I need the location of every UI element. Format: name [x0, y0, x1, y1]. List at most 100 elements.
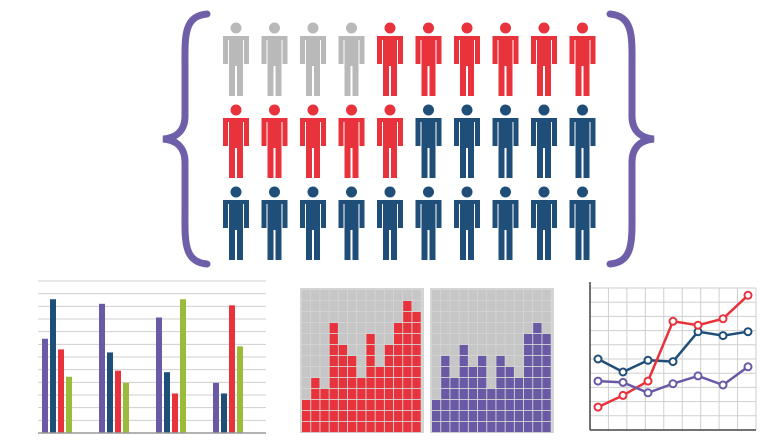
line-point: [668, 379, 678, 389]
waffle-cell-filled: [384, 367, 394, 378]
waffle-cell-filled: [348, 422, 357, 433]
waffle-cell-empty: [375, 356, 384, 367]
waffle-cell-empty: [338, 334, 348, 345]
line-series: [597, 294, 749, 409]
waffle-cell-filled: [412, 389, 421, 400]
person-icon: [531, 22, 557, 96]
bar: [237, 346, 243, 433]
waffle-cell-empty: [432, 367, 441, 378]
waffle-cell-filled: [542, 345, 551, 356]
bar: [229, 305, 235, 433]
waffle-cell-empty: [384, 334, 394, 345]
waffle-cell-empty: [348, 334, 357, 345]
waffle-cell-filled: [478, 367, 487, 378]
waffle-cell-empty: [329, 290, 338, 301]
waffle-cell-empty: [338, 290, 348, 301]
waffle-cell-empty: [533, 301, 542, 312]
waffle-cell-filled: [505, 367, 514, 378]
waffle-cell-filled: [524, 400, 533, 411]
waffle-cell-empty: [514, 323, 524, 334]
bar: [164, 372, 170, 433]
waffle-cell-filled: [432, 400, 441, 411]
waffle-cell-filled: [468, 411, 478, 422]
waffle-cell-empty: [348, 323, 357, 334]
waffle-cell-empty: [487, 290, 496, 301]
waffle-cell-empty: [533, 290, 542, 301]
waffle-cell-empty: [450, 290, 459, 301]
waffle-cell-empty: [311, 356, 320, 367]
waffle-cell-empty: [505, 356, 514, 367]
waffle-cell-empty: [366, 290, 375, 301]
waffle-cell-filled: [459, 422, 468, 433]
waffle-cell-empty: [357, 290, 366, 301]
waffle-cell-empty: [441, 345, 450, 356]
waffle-cell-filled: [403, 301, 412, 312]
waffle-cell-empty: [505, 301, 514, 312]
waffle-cell-empty: [432, 345, 441, 356]
waffle-cell-filled: [496, 411, 505, 422]
waffle-cell-empty: [348, 290, 357, 301]
waffle-cell-filled: [394, 422, 403, 433]
waffle-cell-empty: [496, 334, 505, 345]
line-point: [718, 331, 728, 341]
waffle-cell-filled: [542, 400, 551, 411]
waffle-cell-filled: [375, 378, 384, 389]
waffle-cell-filled: [412, 422, 421, 433]
waffle-cell-filled: [375, 400, 384, 411]
waffle-cell-empty: [514, 312, 524, 323]
waffle-cell-empty: [514, 356, 524, 367]
person-icon: [415, 104, 442, 178]
waffle-cell-filled: [338, 422, 348, 433]
waffle-cell-filled: [533, 367, 542, 378]
person-icon: [531, 104, 557, 178]
waffle-cell-empty: [311, 323, 320, 334]
waffle-cell-filled: [478, 378, 487, 389]
waffle-cell-empty: [450, 345, 459, 356]
waffle-cell-filled: [403, 389, 412, 400]
waffle-cell-empty: [468, 345, 478, 356]
waffle-cell-filled: [320, 422, 329, 433]
waffle-cell-empty: [302, 367, 311, 378]
waffle-cell-filled: [403, 345, 412, 356]
person-icon: [492, 104, 519, 178]
line-point: [593, 402, 603, 412]
waffle-cell-filled: [533, 345, 542, 356]
waffle-cell-empty: [478, 290, 487, 301]
waffle-cell-filled: [533, 411, 542, 422]
waffle-cell-filled: [403, 312, 412, 323]
waffle-cell-filled: [357, 400, 366, 411]
person-icon: [492, 186, 519, 260]
line-point: [593, 354, 603, 364]
waffle-cell-filled: [329, 334, 338, 345]
waffle-cell-empty: [432, 389, 441, 400]
waffle-cell-filled: [524, 422, 533, 433]
waffle-cell-filled: [542, 422, 551, 433]
waffle-cell-filled: [412, 323, 421, 334]
waffle-cell-filled: [533, 422, 542, 433]
waffle-cell-empty: [514, 290, 524, 301]
waffle-cell-filled: [468, 389, 478, 400]
bar: [221, 393, 227, 433]
bar: [123, 382, 129, 433]
waffle-cell-filled: [348, 367, 357, 378]
grouped-bar-chart: [38, 280, 266, 434]
bar: [99, 303, 105, 433]
waffle-cell-empty: [366, 323, 375, 334]
waffle-cell-empty: [468, 301, 478, 312]
waffle-cell-empty: [302, 378, 311, 389]
person-icon: [338, 22, 365, 96]
bar: [58, 349, 64, 433]
waffle-cell-empty: [505, 334, 514, 345]
waffle-cell-filled: [366, 334, 375, 345]
waffle-cell-empty: [302, 389, 311, 400]
left-curly-brace: [162, 10, 211, 268]
waffle-cell-empty: [375, 323, 384, 334]
waffle-cell-filled: [329, 356, 338, 367]
waffle-cell-filled: [533, 356, 542, 367]
waffle-cell-filled: [505, 389, 514, 400]
waffle-cell-filled: [505, 411, 514, 422]
waffle-cell-empty: [496, 290, 505, 301]
waffle-cell-filled: [496, 367, 505, 378]
person-icon: [569, 104, 596, 178]
line-point: [618, 367, 628, 377]
